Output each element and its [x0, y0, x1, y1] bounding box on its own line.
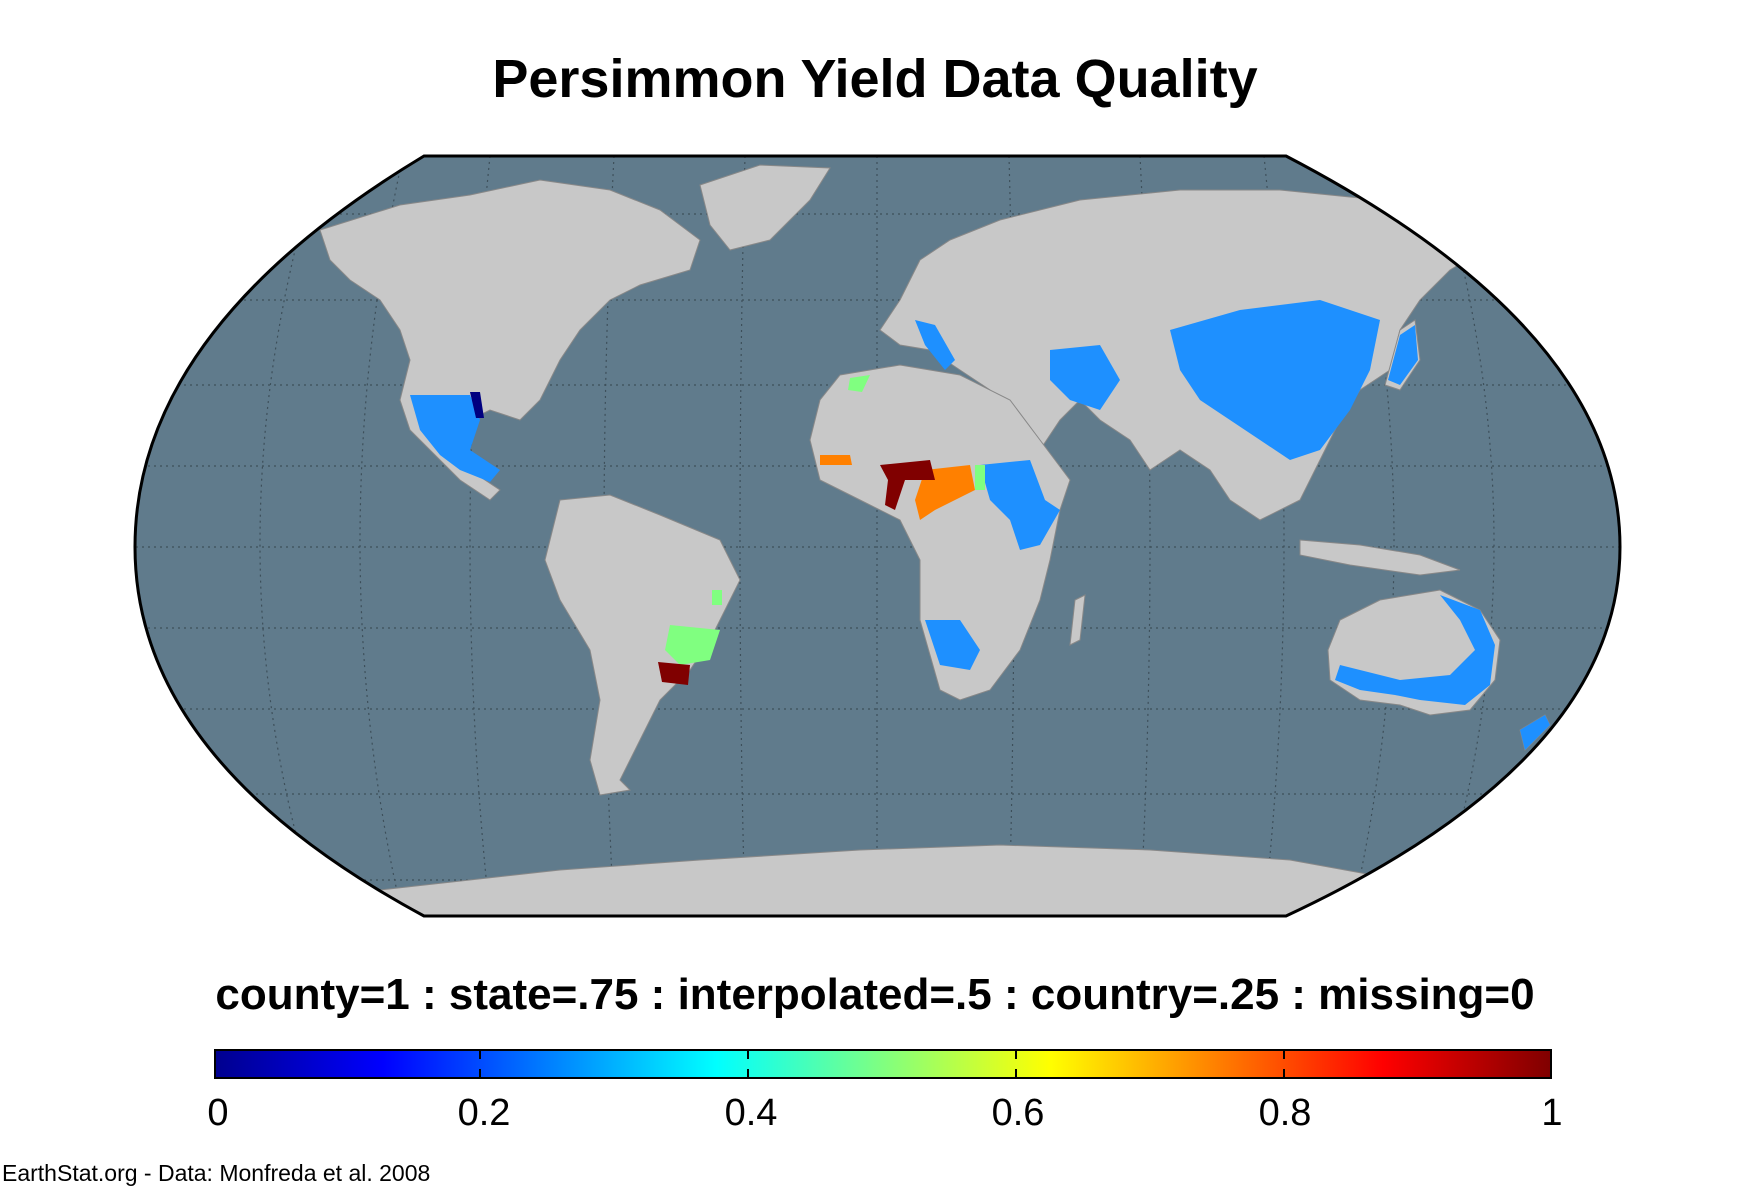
colorbar-tick	[747, 1049, 749, 1059]
map-frame	[133, 154, 1622, 918]
colorbar-tick-label: 1	[1541, 1092, 1563, 1134]
colorbar-tick	[747, 1069, 749, 1079]
colorbar-tick-label: 0.8	[1258, 1092, 1312, 1134]
colorbar-tick	[1015, 1069, 1017, 1079]
greenland	[699, 164, 831, 251]
colorbar-tick	[1283, 1069, 1285, 1079]
indonesia	[1299, 539, 1461, 576]
region-japan	[1388, 325, 1418, 385]
region-brazil-east	[712, 590, 722, 605]
colorbar-tick-label: 0	[207, 1092, 229, 1134]
colorbar	[214, 1049, 1552, 1079]
region-italy	[915, 320, 955, 370]
colorbar-gradient	[214, 1049, 1552, 1079]
colorbar-tick	[1283, 1049, 1285, 1059]
region-mali-niger	[880, 460, 935, 510]
colorbar-tick	[1015, 1049, 1017, 1059]
region-new-zealand	[1520, 715, 1550, 750]
madagascar	[1069, 594, 1086, 646]
legend-caption: county=1 : state=.75 : interpolated=.5 :…	[215, 970, 1535, 1019]
region-iran	[1050, 345, 1120, 410]
colorbar-tick-label: 0.6	[991, 1092, 1045, 1134]
africa	[809, 364, 1071, 701]
region-australia	[1335, 595, 1495, 705]
region-sudan	[975, 465, 985, 490]
region-argentina-north	[658, 662, 690, 685]
colorbar-tick-label: 0.2	[457, 1092, 511, 1134]
world-map	[133, 154, 1622, 918]
region-morocco	[848, 375, 870, 392]
antarctica	[379, 844, 1401, 916]
region-china	[1170, 300, 1380, 460]
data-regions	[410, 300, 1550, 750]
region-mexico-border	[470, 392, 484, 418]
region-senegal	[820, 455, 852, 465]
colorbar-tick-label: 0.4	[724, 1092, 778, 1134]
south-america	[544, 494, 741, 796]
map-title: Persimmon Yield Data Quality	[492, 49, 1258, 109]
region-ethiopia-kenya	[980, 460, 1060, 550]
region-brazil-south	[665, 625, 720, 665]
credit-line: EarthStat.org - Data: Monfreda et al. 20…	[2, 1160, 431, 1186]
colorbar-tick	[479, 1049, 481, 1059]
region-namibia	[925, 620, 980, 670]
colorbar-tick	[479, 1069, 481, 1079]
